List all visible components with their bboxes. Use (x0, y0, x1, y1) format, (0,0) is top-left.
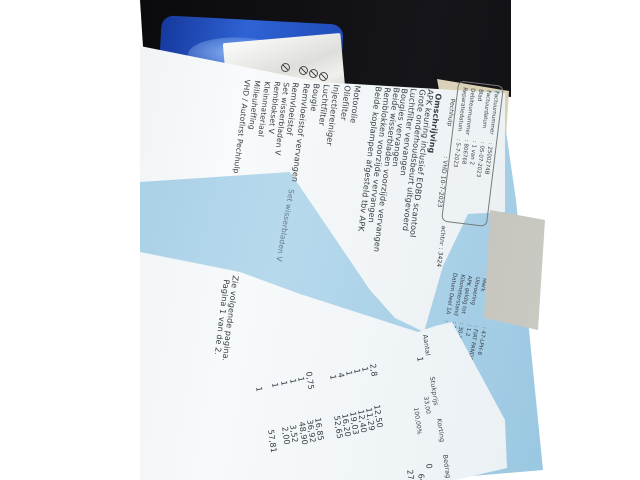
handwritten-circle-mark (309, 69, 318, 78)
handwritten-circle-mark (299, 66, 308, 75)
handwritten-circle-mark (281, 63, 290, 72)
handwritten-circle-mark (319, 72, 328, 81)
bedrag-fragment: 64 (416, 473, 427, 480)
bedrag-fragment: 27 (405, 469, 416, 480)
meta-value: : 2500274B (483, 142, 493, 175)
